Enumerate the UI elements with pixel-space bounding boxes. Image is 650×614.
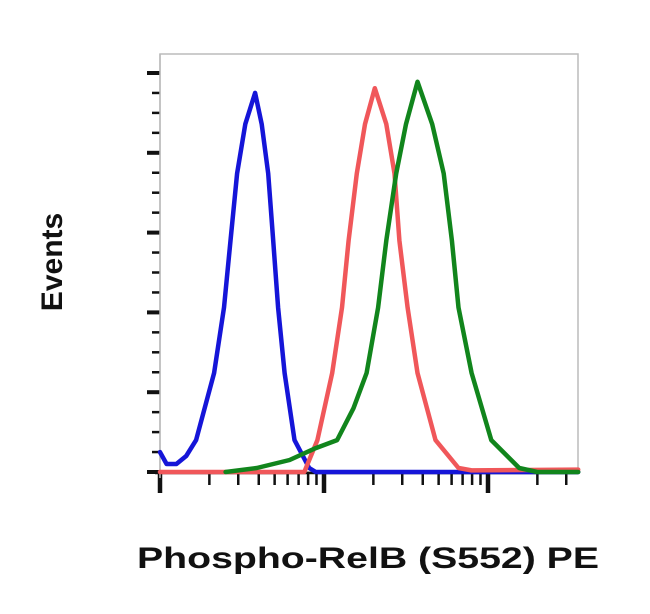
green-histogram-line bbox=[223, 79, 581, 475]
x-axis-ticks bbox=[157, 473, 568, 493]
blue-histogram-line bbox=[157, 90, 581, 475]
y-axis-label: Events bbox=[36, 213, 69, 311]
y-axis-ticks bbox=[147, 71, 160, 474]
x-axis-label: Phospho-RelB (S552) PE bbox=[137, 542, 599, 575]
series-group bbox=[157, 79, 581, 475]
red-histogram-line bbox=[157, 85, 581, 475]
